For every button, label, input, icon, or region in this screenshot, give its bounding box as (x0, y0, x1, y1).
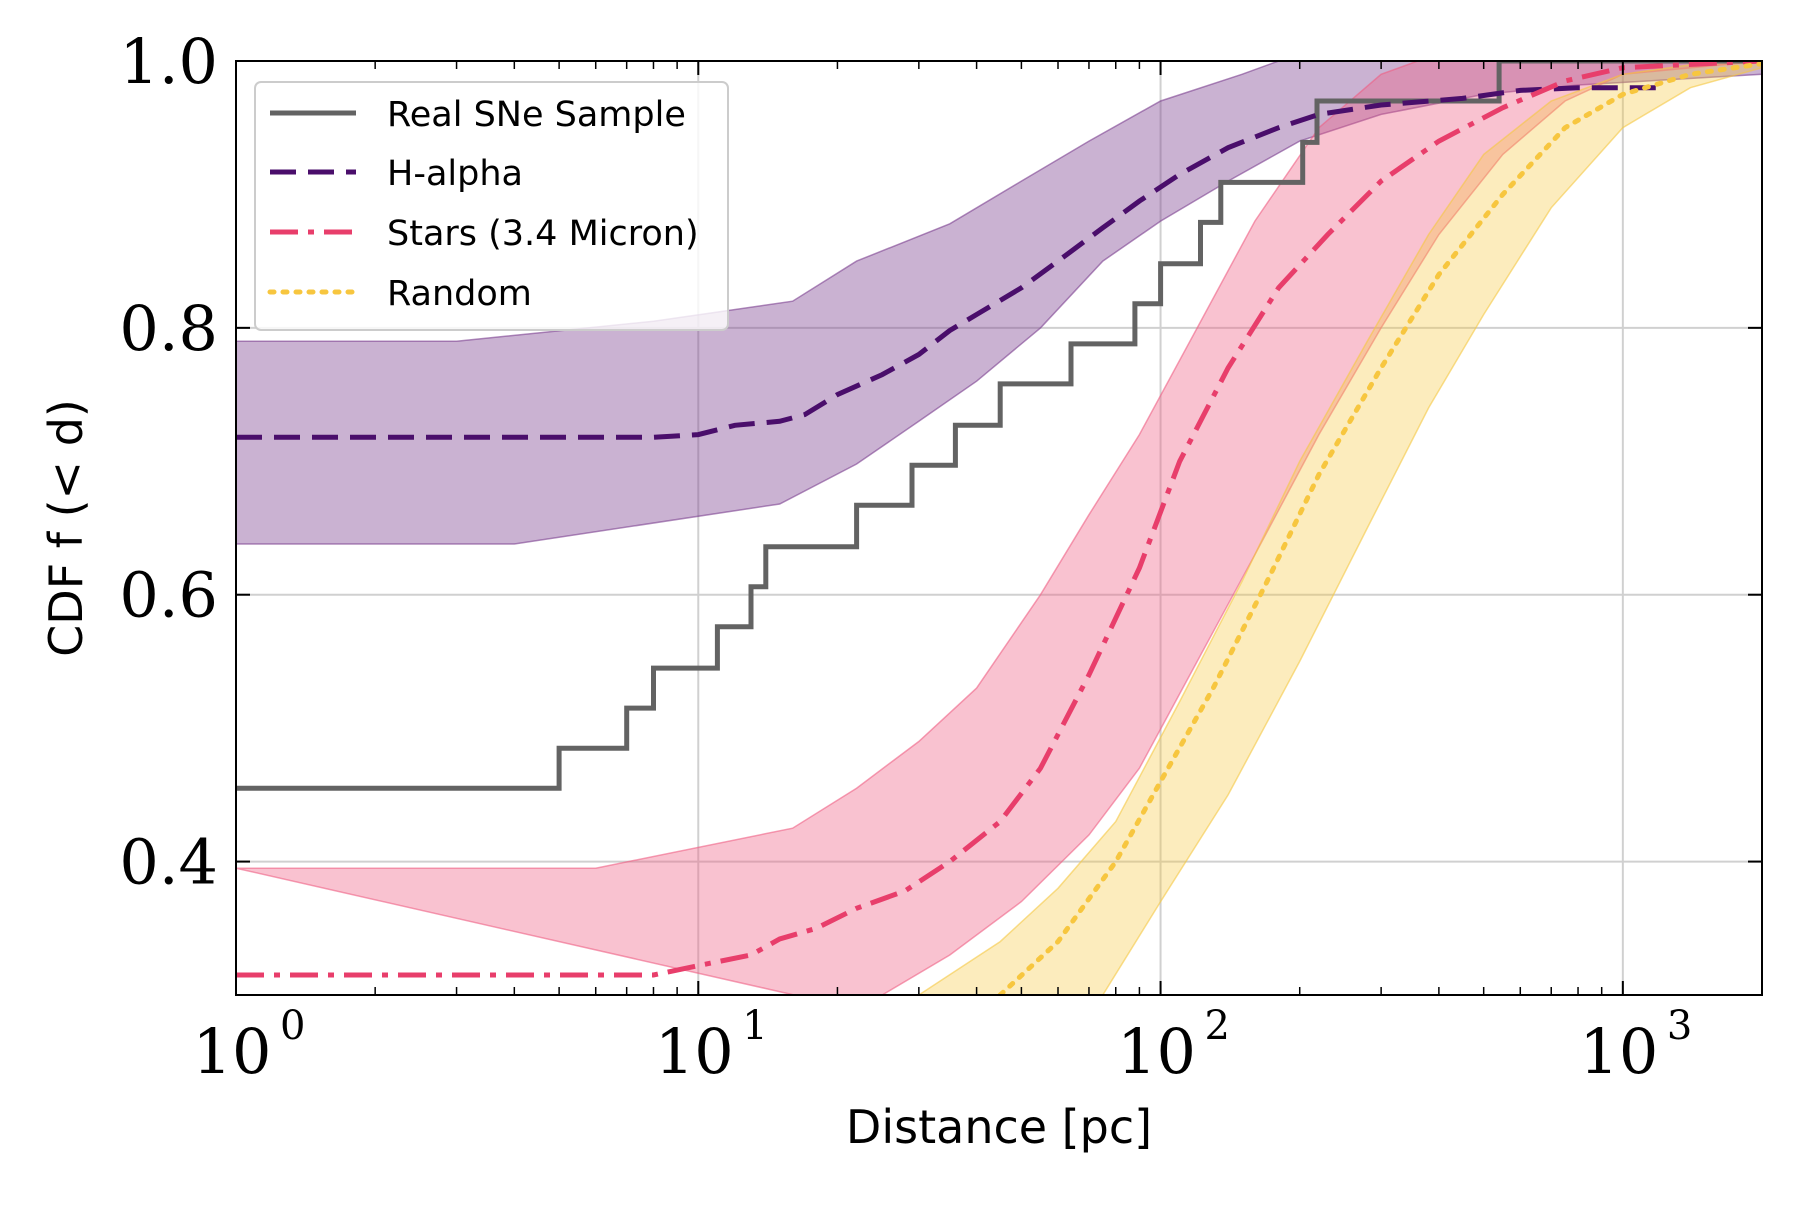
legend-label-real-sne: Real SNe Sample (387, 95, 686, 135)
y-tick-label: 0.8 (119, 292, 218, 365)
x-tick-exponent: 3 (1667, 1003, 1692, 1049)
legend-label-stars: Stars (3.4 Micron) (387, 214, 699, 254)
y-tick-label: 1.0 (119, 25, 218, 98)
x-tick-exponent: 2 (1205, 1003, 1230, 1049)
axis-ticks (235, 60, 1763, 995)
y-tick-label: 0.4 (119, 826, 218, 899)
plot-frame (235, 60, 1763, 996)
legend: Real SNe Sample H-alpha Stars (3.4 Micro… (254, 81, 729, 331)
legend-label-random: Random (387, 274, 532, 314)
y-tick-labels: 0.4 0.6 0.8 1.0 (119, 25, 218, 899)
x-tick-exponent: 0 (280, 1003, 305, 1049)
x-tick-labels: 10 0 10 1 10 2 10 3 (193, 1003, 1693, 1088)
y-axis-label: CDF f (< d) (39, 399, 93, 657)
x-axis-label: Distance [pc] (846, 1100, 1152, 1154)
legend-box (254, 81, 729, 331)
series-real-sne-sample (236, 61, 1762, 791)
y-tick-label: 0.6 (119, 559, 218, 632)
x-tick-exponent: 1 (742, 1003, 767, 1049)
band-random (918, 61, 1762, 995)
band-stars-3-4-micron- (236, 61, 1762, 995)
x-tick-label: 10 (1117, 1015, 1196, 1088)
confidence-bands (236, 61, 1762, 995)
series-lines (236, 61, 1762, 995)
series-random (997, 61, 1762, 995)
x-tick-label: 10 (655, 1015, 734, 1088)
legend-label-h-alpha: H-alpha (387, 154, 523, 194)
series-h-alpha (236, 85, 1660, 440)
series-stars-3-4-micron- (236, 61, 1762, 978)
x-tick-label: 10 (193, 1015, 272, 1088)
x-tick-label: 10 (1579, 1015, 1658, 1088)
